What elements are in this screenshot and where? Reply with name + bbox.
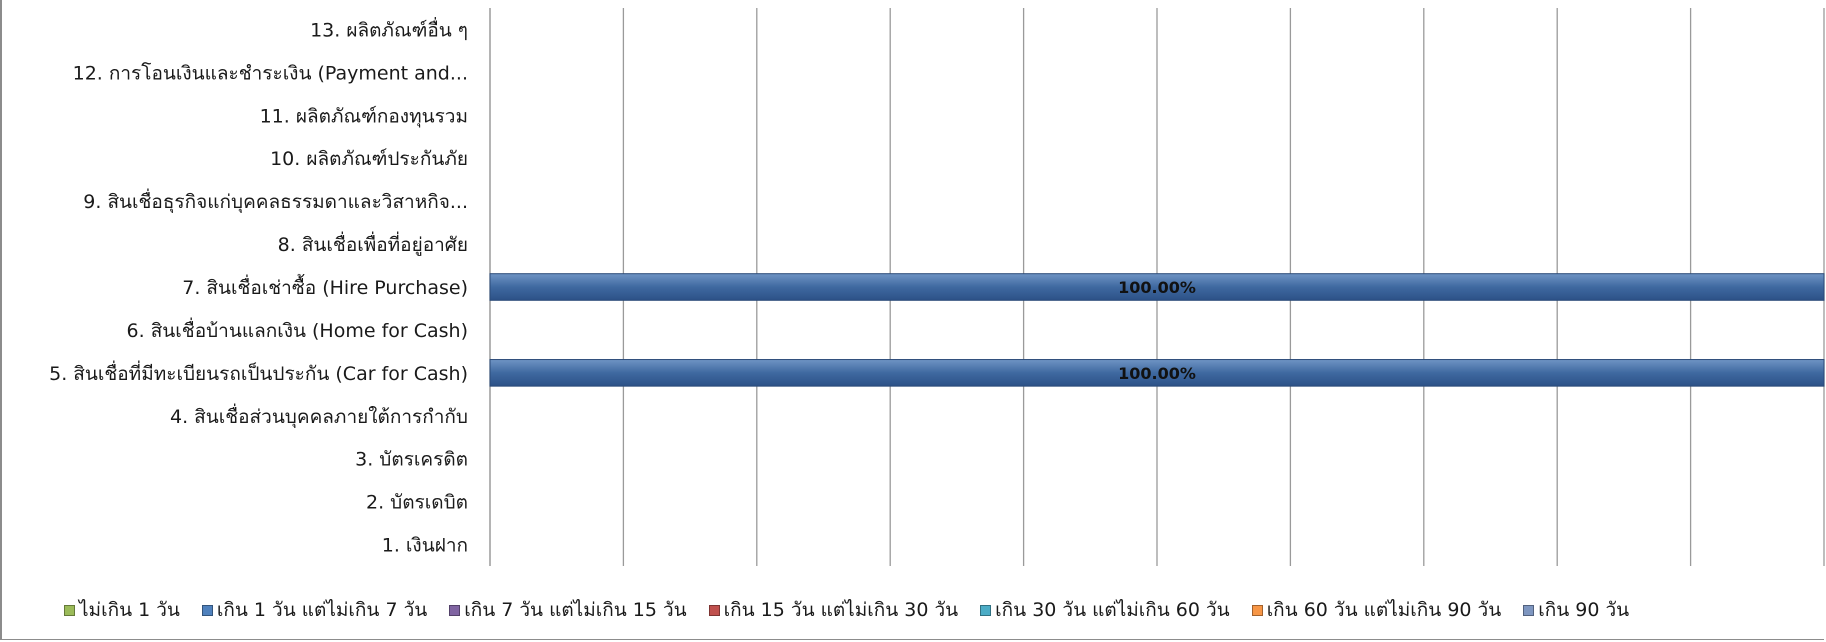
- legend-item: เกิน 15 วัน แต่ไม่เกิน 30 วัน: [708, 595, 959, 625]
- category-label: 2. บัตรเดบิต: [366, 492, 468, 514]
- legend-swatch: [1523, 604, 1535, 616]
- legend-label: เกิน 1 วัน แต่ไม่เกิน 7 วัน: [216, 599, 428, 621]
- category-label: 11. ผลิตภัณฑ์กองทุนรวม: [260, 105, 468, 128]
- category-label: 12. การโอนเงินและชำระเงิน (Payment and..…: [73, 61, 468, 84]
- bar: [489, 359, 1825, 387]
- bar: [489, 273, 1825, 301]
- category-label: 7. สินเชื่อเช่าซื้อ (Hire Purchase): [182, 274, 468, 299]
- legend-label: เกิน 90 วัน: [1538, 599, 1630, 621]
- legend-label: ไม่เกิน 1 วัน: [79, 599, 180, 621]
- legend-swatch: [64, 604, 75, 616]
- legend: ไม่เกิน 1 วัน เกิน 1 วัน แต่ไม่เกิน 7 วัน…: [64, 596, 1629, 624]
- legend-swatch: [708, 604, 720, 616]
- legend-swatch: [980, 604, 992, 616]
- legend-swatch: [201, 604, 213, 616]
- category-axis-labels: 13. ผลิตภัณฑ์อื่น ๆ 12. การโอนเงินและชำระ…: [49, 16, 468, 556]
- legend-item: เกิน 7 วัน แต่ไม่เกิน 15 วัน: [449, 595, 687, 625]
- category-label: 13. ผลิตภัณฑ์อื่น ๆ: [310, 16, 468, 41]
- category-label: 6. สินเชื่อบ้านแลกเงิน (Home for Cash): [127, 317, 468, 342]
- category-label: 1. เงินฝาก: [382, 535, 468, 557]
- legend-item: เกิน 60 วัน แต่ไม่เกิน 90 วัน: [1251, 595, 1502, 625]
- legend-label: เกิน 60 วัน แต่ไม่เกิน 90 วัน: [1266, 599, 1502, 621]
- category-label: 5. สินเชื่อที่มีทะเบียนรถเป็นประกัน (Car…: [49, 360, 468, 385]
- data-label: 100.00%: [1118, 364, 1196, 383]
- legend-item: เกิน 30 วัน แต่ไม่เกิน 60 วัน: [980, 595, 1230, 625]
- category-label: 4. สินเชื่อส่วนบุคคลภายใต้การกำกับ: [170, 403, 468, 429]
- category-label: 9. สินเชื่อธุรกิจแก่บุคคลธรรมดาและวิสาหก…: [83, 188, 468, 214]
- data-labels: 100.00% 100.00%: [1118, 278, 1196, 383]
- category-label: 3. บัตรเครดิต: [355, 449, 468, 471]
- chart-plot: 13. ผลิตภัณฑ์อื่น ๆ 12. การโอนเงินและชำระ…: [49, 8, 1825, 566]
- category-label: 10. ผลิตภัณฑ์ประกันภัย: [270, 148, 468, 170]
- legend-item: เกิน 1 วัน แต่ไม่เกิน 7 วัน: [201, 595, 428, 625]
- legend-label: เกิน 15 วัน แต่ไม่เกิน 30 วัน: [723, 599, 959, 621]
- legend-label: เกิน 30 วัน แต่ไม่เกิน 60 วัน: [995, 599, 1230, 621]
- bars: [489, 273, 1825, 387]
- legend-swatch: [1251, 604, 1263, 616]
- category-label: 8. สินเชื่อเพื่อที่อยู่อาศัย: [278, 231, 468, 256]
- legend-item: เกิน 90 วัน: [1523, 595, 1629, 625]
- data-label: 100.00%: [1118, 278, 1196, 297]
- legend-item: ไม่เกิน 1 วัน: [64, 595, 180, 625]
- legend-label: เกิน 7 วัน แต่ไม่เกิน 15 วัน: [464, 599, 687, 621]
- legend-swatch: [449, 604, 461, 616]
